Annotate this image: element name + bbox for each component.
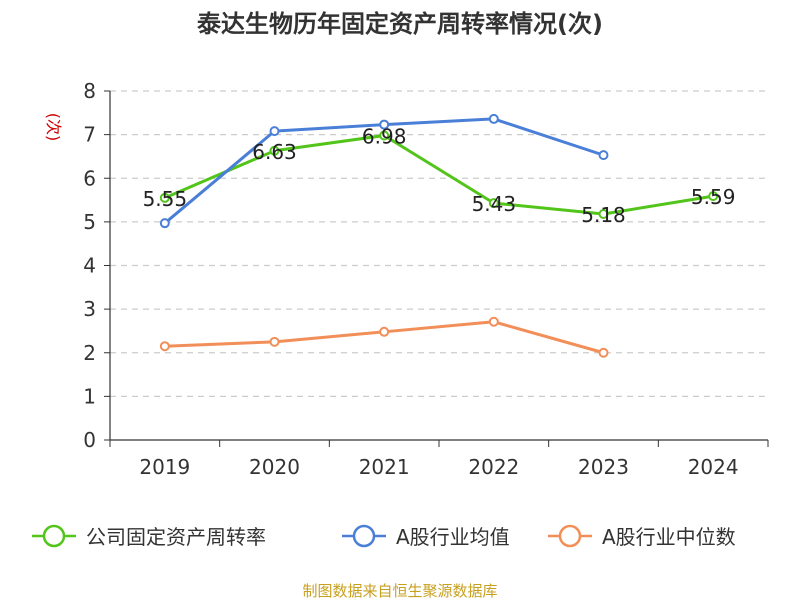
- y-tick-label: 4: [83, 254, 96, 278]
- legend-marker: [558, 524, 582, 548]
- x-tick-label: 2023: [578, 455, 629, 479]
- y-tick-label: 1: [83, 384, 96, 408]
- data-point: [269, 145, 280, 156]
- data-point: [598, 347, 609, 358]
- x-tick-label: 2021: [359, 455, 410, 479]
- y-tick-label: 0: [83, 428, 96, 452]
- data-point: [488, 316, 499, 327]
- data-point: [598, 150, 609, 161]
- x-tick-label: 2019: [139, 455, 190, 479]
- source-note: 制图数据来自恒生聚源数据库: [302, 582, 497, 600]
- x-tick-label: 2024: [688, 455, 739, 479]
- series-line-0: [164, 133, 714, 216]
- grid: [110, 90, 768, 397]
- data-label: 6.63: [252, 140, 297, 164]
- data-point: [379, 326, 390, 337]
- x-tick-label: 2020: [249, 455, 300, 479]
- data-point: [269, 126, 280, 137]
- legend-label: A股行业中位数: [602, 525, 736, 549]
- data-point: [708, 191, 719, 202]
- y-tick-label: 7: [83, 123, 96, 147]
- y-axis-label: (次): [44, 113, 63, 142]
- data-point: [379, 130, 390, 141]
- y-tick-label: 5: [83, 210, 96, 234]
- data-label: 6.98: [362, 124, 407, 148]
- y-tick-label: 6: [83, 166, 96, 190]
- data-label: 5.59: [691, 185, 736, 209]
- data-label: 5.18: [581, 203, 626, 227]
- legend-label: A股行业均值: [396, 525, 510, 549]
- legend-marker: [42, 524, 66, 548]
- data-point: [269, 336, 280, 347]
- y-tick-label: 8: [83, 79, 96, 103]
- y-tick-label: 3: [83, 297, 96, 321]
- y-tick-label: 2: [83, 341, 96, 365]
- data-point: [159, 218, 170, 229]
- legend: 公司固定资产周转率 A股行业均值 A股行业中位数: [32, 524, 736, 549]
- data-point: [488, 198, 499, 209]
- data-point: [159, 192, 170, 203]
- chart-title: 泰达生物历年固定资产周转率情况(次): [197, 10, 603, 38]
- legend-marker: [352, 524, 376, 548]
- series-line-2: [164, 320, 604, 355]
- data-labels: 5.55 6.63 6.98 5.43 5.18 5.59: [143, 124, 736, 227]
- data-point: [379, 119, 390, 130]
- legend-label: 公司固定资产周转率: [86, 525, 266, 549]
- data-label: 5.43: [472, 192, 517, 216]
- x-tick-label: 2022: [468, 455, 519, 479]
- data-point: [488, 113, 499, 124]
- series: [159, 113, 719, 358]
- axes: 0 1 2 3 4 5 6 7 8 2019 2020 2021 2022 2023 2024: [83, 79, 769, 479]
- data-point: [159, 341, 170, 352]
- data-label: 5.55: [143, 187, 188, 211]
- data-point: [598, 209, 609, 220]
